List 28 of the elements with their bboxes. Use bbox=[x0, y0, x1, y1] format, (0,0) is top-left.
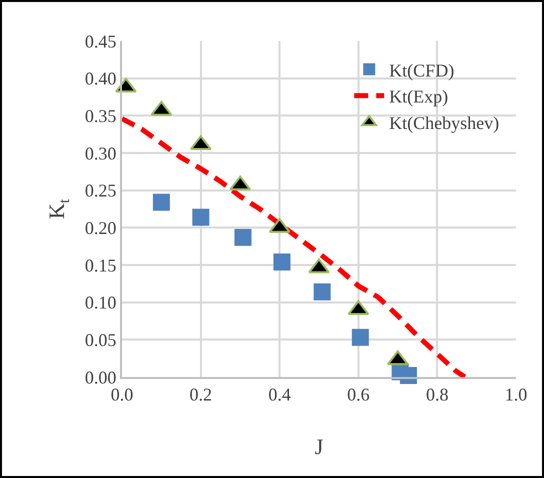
x-tick-label: 0.6 bbox=[347, 384, 370, 405]
y-tick-label: 0.25 bbox=[84, 180, 116, 201]
point bbox=[152, 194, 170, 211]
point bbox=[234, 228, 252, 246]
x-tick-label: 1.0 bbox=[504, 384, 528, 405]
legend-label: Kt(Chebyshev) bbox=[389, 113, 500, 134]
x-tick-label: 0.4 bbox=[268, 384, 291, 405]
x-tick-label: 0.0 bbox=[110, 384, 134, 405]
y-tick-label: 0.45 bbox=[84, 31, 116, 52]
y-tick-label: 0.35 bbox=[84, 106, 116, 126]
x-axis-title: J bbox=[314, 434, 324, 459]
legend-label: Kt(CFD) bbox=[389, 60, 454, 80]
point bbox=[115, 78, 137, 93]
point bbox=[273, 254, 290, 271]
y-tick-label: 0.00 bbox=[84, 367, 116, 388]
y-tick-label: 0.20 bbox=[84, 218, 116, 238]
x-tick-label: 0.2 bbox=[190, 384, 212, 405]
legend-label: Kt(Exp) bbox=[389, 86, 448, 107]
x-tick-label: 0.8 bbox=[426, 384, 448, 405]
y-tick-label: 0.05 bbox=[84, 330, 116, 350]
point bbox=[150, 100, 172, 116]
y-tick-label: 0.10 bbox=[84, 292, 116, 313]
y-tick-label: 0.40 bbox=[84, 68, 116, 89]
point bbox=[192, 208, 210, 226]
point bbox=[314, 283, 331, 300]
y-tick-label: 0.15 bbox=[84, 255, 116, 276]
y-tick-label: 0.30 bbox=[84, 143, 116, 164]
point bbox=[352, 328, 369, 346]
